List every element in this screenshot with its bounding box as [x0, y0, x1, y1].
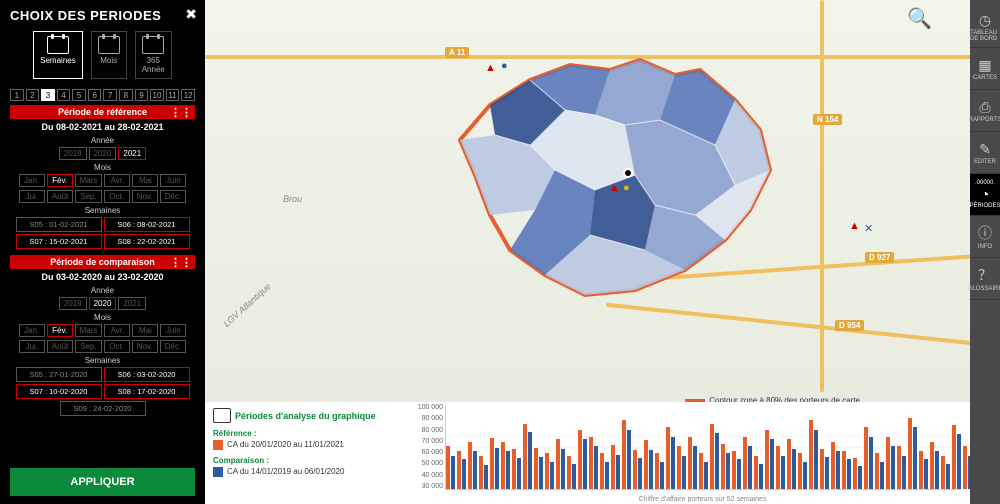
right-nav-rail: ◷TABLEAU DE BORD▦CARTES⎙RAPPORTS✎EDITER.… — [970, 0, 1000, 504]
count-11[interactable]: 11 — [166, 89, 180, 101]
nav-info[interactable]: ⓘINFO — [970, 216, 1000, 258]
count-6[interactable]: 6 — [88, 89, 102, 101]
map-marker[interactable]: ▲ — [609, 182, 620, 194]
map-marker[interactable]: ✕ — [864, 222, 873, 235]
map[interactable]: 🔍 A 11 N 154 D 927 D 954 Brou LGV Atlant… — [205, 0, 970, 392]
chip[interactable]: Juin — [160, 324, 186, 337]
chip[interactable]: 2019 — [59, 147, 87, 160]
periods-panel: CHOIX DES PERIODES ✖ SemainesMois365Anné… — [0, 0, 205, 504]
week-chip[interactable]: S08 : 17-02-2020 — [104, 384, 190, 399]
week-chip[interactable]: S05 : 27-01-2020 — [16, 367, 102, 382]
nav-tableau-de-bord[interactable]: ◷TABLEAU DE BORD — [970, 6, 1000, 48]
period-type-selector: SemainesMois365Année — [10, 31, 195, 79]
chip[interactable]: Fév. — [47, 174, 73, 187]
road-label: N 154 — [813, 114, 842, 125]
chip[interactable]: Mars — [75, 324, 103, 337]
reference-range: Du 08-02-2021 au 28-02-2021 — [10, 122, 195, 132]
week-chip[interactable]: S05 : 01-02-2021 — [16, 217, 102, 232]
nav-glossaire[interactable]: ？GLOSSAIRE — [970, 258, 1000, 300]
chip[interactable]: Fév. — [47, 324, 73, 337]
reference-header: Période de référence ⋮⋮ — [10, 105, 195, 119]
nav-périodes[interactable]: .00000.◔PÉRIODES — [970, 174, 1000, 216]
week-chip[interactable]: S08 : 22-02-2021 — [104, 234, 190, 249]
calendar-icon — [213, 408, 231, 423]
count-8[interactable]: 8 — [119, 89, 133, 101]
road-label: D 927 — [865, 252, 894, 263]
chip[interactable]: Sep. — [75, 340, 101, 353]
week-chip[interactable]: S07 : 15-02-2021 — [16, 234, 102, 249]
count-selector: 123456789101112 — [10, 89, 195, 101]
menu-icon[interactable]: ⋮⋮ — [170, 256, 192, 269]
road-label: D 954 — [835, 320, 864, 331]
chip[interactable]: Avr. — [104, 324, 130, 337]
nav-editer[interactable]: ✎EDITER — [970, 132, 1000, 174]
map-marker[interactable]: ▲ — [849, 220, 860, 232]
chip[interactable]: 2019 — [59, 297, 87, 310]
chip[interactable]: Juin — [160, 174, 186, 187]
count-9[interactable]: 9 — [135, 89, 149, 101]
menu-icon[interactable]: ⋮⋮ — [170, 106, 192, 119]
nav-rapports[interactable]: ⎙RAPPORTS — [970, 90, 1000, 132]
count-10[interactable]: 10 — [150, 89, 164, 101]
chip[interactable]: Nov. — [132, 190, 158, 203]
chart-legend: Périodes d'analyse du graphique Référenc… — [205, 402, 405, 504]
map-marker[interactable] — [623, 168, 633, 178]
place-label: LGV Atlantique — [221, 281, 272, 329]
panel-title: CHOIX DES PERIODES — [10, 8, 195, 23]
chip[interactable]: Nov. — [132, 340, 158, 353]
chip[interactable]: Mars — [75, 174, 103, 187]
count-3[interactable]: 3 — [41, 89, 55, 101]
period-type-année[interactable]: 365Année — [135, 31, 172, 79]
count-12[interactable]: 12 — [181, 89, 195, 101]
count-7[interactable]: 7 — [103, 89, 117, 101]
count-2[interactable]: 2 — [26, 89, 40, 101]
chip[interactable]: Avr. — [104, 174, 130, 187]
count-4[interactable]: 4 — [57, 89, 71, 101]
chip[interactable]: Oct. — [104, 340, 130, 353]
chip[interactable]: 2020 — [89, 297, 117, 310]
chart-panel: Périodes d'analyse du graphique Référenc… — [205, 402, 970, 504]
apply-button[interactable]: APPLIQUER — [10, 468, 195, 496]
chip[interactable]: Déc. — [160, 190, 186, 203]
chip[interactable]: Mai — [132, 174, 158, 187]
zoom-icon[interactable]: 🔍 — [907, 6, 932, 31]
chip[interactable]: Sep. — [75, 190, 101, 203]
count-1[interactable]: 1 — [10, 89, 24, 101]
close-icon[interactable]: ✖ — [185, 6, 197, 23]
map-marker[interactable]: ▲ — [485, 62, 496, 74]
chip[interactable]: Jui. — [19, 340, 45, 353]
week-chip[interactable]: S07 : 10-02-2020 — [16, 384, 102, 399]
chip[interactable]: 2021 — [118, 297, 146, 310]
chip[interactable]: Jan. — [19, 174, 45, 187]
chip[interactable]: 2021 — [118, 147, 146, 160]
chip[interactable]: 2020 — [89, 147, 117, 160]
chip[interactable]: Déc. — [160, 340, 186, 353]
chip[interactable]: Août — [47, 190, 73, 203]
count-5[interactable]: 5 — [72, 89, 86, 101]
week-chip[interactable]: S09 : 24-02-2020 — [60, 401, 146, 416]
period-type-mois[interactable]: Mois — [91, 31, 127, 79]
period-type-semaines[interactable]: Semaines — [33, 31, 83, 79]
comparison-header: Période de comparaison ⋮⋮ — [10, 255, 195, 269]
week-chip[interactable]: S06 : 03-02-2020 — [104, 367, 190, 382]
chip[interactable]: Mai — [132, 324, 158, 337]
comparison-range: Du 03-02-2020 au 23-02-2020 — [10, 272, 195, 282]
chip[interactable]: Jan. — [19, 324, 45, 337]
chip[interactable]: Jui. — [19, 190, 45, 203]
bar-chart: 100 00090 00080 00070 00060 00050 00040 … — [405, 402, 970, 504]
map-marker[interactable]: ● — [623, 182, 630, 194]
map-marker[interactable]: ● — [501, 60, 508, 72]
place-label: Brou — [283, 194, 302, 204]
chip[interactable]: Août — [47, 340, 73, 353]
week-chip[interactable]: S06 : 08-02-2021 — [104, 217, 190, 232]
nav-cartes[interactable]: ▦CARTES — [970, 48, 1000, 90]
chip[interactable]: Oct. — [104, 190, 130, 203]
